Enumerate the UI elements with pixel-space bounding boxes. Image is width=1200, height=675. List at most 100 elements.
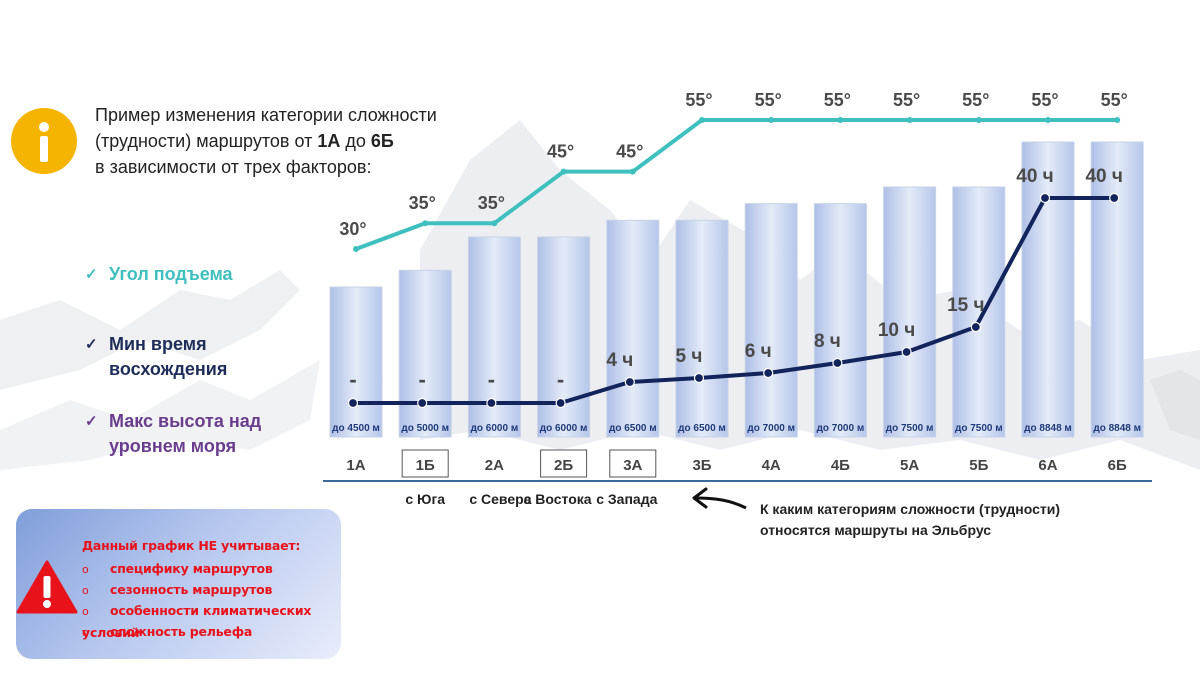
time-label: 15 ч: [947, 295, 984, 316]
intro-text: Пример изменения категории сложности (тр…: [95, 102, 515, 180]
time-point: [417, 397, 428, 409]
time-point: [832, 357, 843, 369]
time-point: [970, 321, 981, 333]
bar-label: до 7000 м: [747, 423, 795, 434]
angle-label: 35°: [478, 193, 505, 213]
x-tick-label: 3А: [623, 457, 642, 474]
time-line: [353, 196, 1115, 405]
list-item: o особенности климатических условий: [82, 603, 312, 640]
warning-box: Данный график НЕ учитывает: o специфику м…: [16, 509, 341, 659]
angle-label: 45°: [616, 142, 643, 162]
angle-label: 55°: [962, 90, 989, 110]
legend-label-angle: Угол подъема: [109, 264, 233, 284]
time-point: [347, 397, 359, 409]
note-line-2: относятся маршруты на Эльбрус: [760, 522, 992, 538]
angle-point: [422, 220, 429, 227]
time-label: -: [557, 367, 564, 392]
x-tick-label: 1Б: [416, 457, 435, 474]
bar-label: до 7000 м: [817, 423, 865, 434]
time-label: -: [349, 367, 356, 392]
bar-altitude-6А: [1021, 141, 1075, 438]
warning-title: Данный график НЕ учитывает:: [82, 538, 301, 553]
angle-label: 55°: [1101, 90, 1128, 110]
bar-label: до 8848 м: [1024, 423, 1072, 434]
angle-point: [975, 117, 982, 123]
bar-label: до 7500 м: [955, 423, 1003, 434]
time-point: [901, 346, 912, 358]
bar-label: до 5000 м: [401, 423, 449, 434]
angle-point: [629, 168, 636, 175]
bar-label: до 4500 м: [332, 423, 380, 434]
time-label: 40 ч: [1085, 166, 1122, 187]
angle-label: 55°: [685, 90, 712, 110]
time-point: [1039, 192, 1051, 204]
direction-label: с Запада: [596, 491, 657, 507]
angle-point: [1114, 117, 1121, 123]
angle-label: 45°: [547, 142, 574, 162]
time-label: 10 ч: [878, 320, 915, 341]
category-box: [401, 449, 449, 478]
angle-point: [906, 117, 913, 123]
time-point: [486, 397, 497, 409]
list-item: o специфику маршрутов: [82, 561, 273, 576]
direction-label: с Юга: [405, 491, 445, 507]
legend-altitude: ✓ Макс высота над уровнем моря: [85, 409, 299, 459]
time-label: 5 ч: [676, 346, 703, 367]
check-icon: ✓: [85, 336, 98, 353]
x-tick-label: 3Б: [692, 457, 711, 474]
bar-altitude-3Б: [675, 219, 729, 438]
time-label: -: [419, 367, 426, 392]
bar-label: до 7500 м: [886, 423, 934, 434]
bar-altitude-6Б: [1090, 141, 1144, 438]
category-to: 6Б: [370, 131, 394, 151]
angle-point: [768, 117, 775, 123]
warning-icon: [16, 560, 78, 614]
bar-altitude-5А: [883, 186, 937, 438]
info-icon: [11, 108, 77, 174]
intro-line-3: в зависимости от трех факторов:: [95, 157, 372, 177]
time-point: [624, 376, 635, 388]
x-tick-label: 4Б: [831, 457, 850, 474]
angle-point: [560, 168, 567, 175]
time-point: [693, 372, 705, 384]
category-box: [609, 449, 657, 478]
bar-altitude-5Б: [952, 186, 1006, 438]
angle-label: 30°: [339, 219, 366, 239]
angle-point: [353, 246, 359, 252]
x-tick-label: 1А: [346, 457, 365, 474]
x-tick-label: 6А: [1038, 457, 1057, 474]
angle-label: 55°: [824, 90, 851, 110]
x-tick-label: 5Б: [969, 457, 988, 474]
time-point: [763, 367, 774, 379]
x-tick-label: 2Б: [554, 457, 573, 474]
angle-line: [355, 118, 1118, 251]
time-label: 4 ч: [606, 350, 633, 371]
time-label: 8 ч: [814, 331, 841, 352]
note-line-1: К каким категориям сложности (трудности): [760, 501, 1060, 517]
angle-label: 55°: [755, 90, 782, 110]
angle-point: [837, 117, 844, 123]
angle-label: 35°: [409, 193, 436, 213]
list-item: o сложность рельефа: [82, 624, 253, 639]
bar-label: до 6500 м: [678, 423, 726, 434]
bar-label: до 8848 м: [1093, 423, 1141, 434]
angle-point: [1045, 117, 1051, 123]
arrow-left-icon: [692, 487, 747, 510]
bar-altitude-4Б: [813, 203, 867, 438]
legend-time: ✓ Мин время восхождения: [85, 332, 299, 382]
bar-label: до 6000 м: [540, 423, 588, 434]
time-label: 6 ч: [745, 341, 772, 362]
angle-point: [491, 220, 498, 227]
angle-label: 55°: [893, 90, 920, 110]
x-tick-label: 6Б: [1108, 457, 1127, 474]
bar-altitude-3А: [606, 219, 660, 438]
angle-label: 55°: [1031, 90, 1058, 110]
direction-label: с Востока: [524, 491, 592, 507]
legend-label-time: Мин время восхождения: [109, 334, 228, 379]
bar-altitude-1Б: [398, 269, 452, 438]
category-from: 1А: [317, 131, 341, 151]
bar-altitude-1А: [329, 286, 383, 438]
direction-label: с Севера: [469, 491, 531, 507]
check-icon: ✓: [85, 266, 98, 283]
